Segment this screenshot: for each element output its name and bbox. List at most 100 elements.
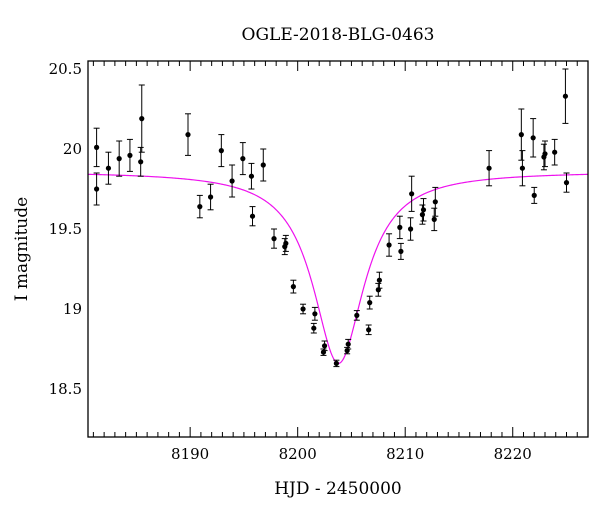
data-point <box>431 207 438 232</box>
point-marker <box>271 236 277 242</box>
x-tick-label: 8190 <box>171 445 209 463</box>
point-marker <box>185 132 191 138</box>
data-point <box>420 198 427 222</box>
data-point <box>375 282 382 297</box>
data-point <box>551 138 558 166</box>
point-marker <box>354 312 360 318</box>
point-marker <box>531 192 537 198</box>
point-marker <box>432 199 438 205</box>
point-marker <box>283 240 289 246</box>
data-point <box>93 127 100 168</box>
data-point <box>93 172 100 206</box>
data-point <box>185 113 191 156</box>
data-point <box>300 303 307 315</box>
x-tick-label: 8210 <box>386 445 424 463</box>
chart-title: OGLE-2018-BLG-0463 <box>242 25 435 45</box>
point-marker <box>229 178 235 184</box>
y-axis-label: I magnitude <box>12 197 32 301</box>
point-marker <box>127 152 133 158</box>
point-marker <box>345 341 351 347</box>
data-point <box>541 140 548 168</box>
data-point <box>282 234 289 252</box>
point-marker <box>367 300 373 306</box>
point-marker <box>419 212 426 218</box>
point-marker <box>139 116 145 122</box>
data-point <box>333 359 340 368</box>
point-marker <box>94 144 100 150</box>
data-point <box>281 238 288 256</box>
x-tick-labels: 8190 8200 8210 8220 <box>171 445 532 463</box>
data-point <box>376 271 383 289</box>
data-point <box>320 348 327 356</box>
y-tick-label: 18.5 <box>49 380 82 398</box>
model-curve <box>87 173 589 364</box>
data-point <box>196 194 203 219</box>
data-point <box>260 148 267 182</box>
data-point <box>366 295 373 310</box>
point-marker <box>562 93 569 99</box>
data-point <box>218 134 225 168</box>
data-point <box>138 84 145 153</box>
point-marker <box>260 162 266 168</box>
data-point <box>486 150 493 187</box>
point-marker <box>530 135 536 141</box>
point-marker <box>486 165 492 171</box>
point-marker <box>397 224 403 230</box>
point-marker <box>563 180 570 186</box>
data-point <box>229 164 236 198</box>
data-point <box>563 172 570 193</box>
data-points <box>93 68 570 368</box>
point-marker <box>420 207 427 213</box>
point-marker <box>409 191 415 197</box>
point-marker <box>311 325 317 331</box>
data-point <box>249 206 256 227</box>
point-marker <box>398 248 404 254</box>
point-marker <box>376 277 382 283</box>
point-marker <box>542 151 548 157</box>
point-marker <box>333 360 339 366</box>
plot-area <box>87 60 589 438</box>
axis-ticks <box>92 61 589 437</box>
point-marker <box>290 284 296 290</box>
x-tick-label: 8220 <box>494 445 532 463</box>
data-point <box>207 183 214 211</box>
data-point <box>248 162 255 190</box>
point-marker <box>519 165 526 171</box>
point-marker <box>105 165 112 171</box>
data-point <box>239 142 246 176</box>
point-marker <box>300 306 306 312</box>
data-point <box>531 186 538 204</box>
data-point <box>321 340 328 352</box>
point-marker <box>94 186 100 192</box>
x-tick-label: 8200 <box>279 445 317 463</box>
data-point <box>271 228 278 249</box>
point-marker <box>207 194 214 200</box>
data-point <box>562 68 569 124</box>
data-point <box>344 346 351 355</box>
point-marker <box>431 216 437 222</box>
data-point <box>540 143 547 171</box>
y-tick-label: 19 <box>63 300 82 318</box>
data-point <box>408 175 415 212</box>
point-marker <box>248 173 255 179</box>
point-marker <box>312 311 318 317</box>
point-marker <box>366 327 372 333</box>
plot-frame <box>87 60 589 438</box>
data-point <box>386 233 393 257</box>
point-marker <box>407 226 414 232</box>
y-tick-label: 20.5 <box>49 60 82 78</box>
data-point <box>345 338 352 350</box>
data-point <box>311 306 318 321</box>
point-marker <box>552 149 558 155</box>
data-point <box>105 151 112 185</box>
point-marker <box>321 343 328 349</box>
point-marker <box>518 132 524 138</box>
data-point <box>407 217 414 241</box>
data-point <box>530 118 537 158</box>
data-point <box>397 242 404 260</box>
data-point <box>519 150 526 187</box>
model-layer <box>87 173 589 364</box>
point-marker <box>218 148 224 154</box>
y-tick-labels: 18.5 19 19.5 20 20.5 <box>49 60 82 398</box>
